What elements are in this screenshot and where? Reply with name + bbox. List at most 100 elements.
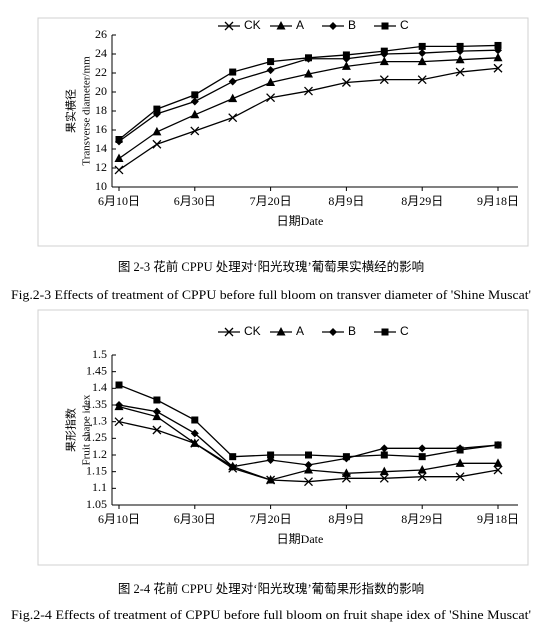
x-tick-label: 6月30日 [174,194,216,208]
data-point [418,453,426,461]
data-point [114,153,124,162]
y-tick-label: 14 [95,141,107,155]
data-point [341,468,351,477]
series-line [118,49,499,142]
x-tick-label: 6月10日 [98,512,140,526]
data-point [190,109,200,119]
data-point [380,47,388,55]
data-point [152,425,162,435]
data-point [115,401,123,409]
data-point [153,105,161,113]
y-tick-label: 26 [95,27,107,41]
data-point [191,416,199,424]
data-point [190,97,199,106]
data-point [380,444,389,453]
legend-label: CK [244,324,261,338]
x-axis-label: 日期Date [277,532,324,546]
data-point [341,61,351,70]
data-point [266,66,275,75]
series-line [118,384,499,458]
caption-cn: 图 2-3 花前 CPPU 处理对‘阳光玫瑰’葡萄果实横经的影响 [118,259,424,274]
data-point [494,41,502,49]
data-point [266,77,276,86]
x-tick-label: 6月30日 [174,512,216,526]
data-point [115,381,123,389]
y-tick-label: 1.25 [86,430,107,444]
data-point [494,441,502,449]
data-point [493,465,503,475]
y-tick-label: 1.45 [86,363,107,377]
figure-frame [37,309,529,566]
data-point [493,63,503,73]
y-tick-label: 1.35 [86,397,107,411]
legend-marker [329,22,337,30]
data-point [267,58,275,66]
data-point [228,462,237,471]
data-point [267,451,275,459]
data-point [153,396,161,404]
data-point [455,54,465,64]
figure-frame [37,17,529,247]
y-tick-label: 1.3 [92,413,107,427]
data-point [418,49,427,58]
legend-marker [224,21,234,31]
legend-marker [381,328,389,336]
legend-label: CK [244,18,261,32]
y-tick-label: 1.05 [86,497,107,511]
y-axis-label: 果实横径 [64,89,78,133]
y-axis-label: Fruit shape idex [81,394,93,465]
x-tick-label: 8月29日 [401,194,443,208]
data-point [114,165,124,175]
legend-marker [381,22,389,30]
data-point [380,451,388,459]
data-point [190,126,200,136]
data-point [229,68,237,76]
y-axis-label: 果形指数 [64,408,78,452]
data-point [379,466,389,476]
data-point [305,54,312,62]
data-point [455,67,465,77]
y-tick-label: 1.1 [92,480,107,494]
x-tick-label: 8月9日 [328,194,364,208]
y-tick-label: 18 [95,103,107,117]
data-point [266,93,276,103]
data-point [493,52,503,62]
legend-label: C [400,18,409,32]
data-point [379,75,389,85]
legend-label: B [348,18,356,32]
data-point [152,126,162,136]
data-point [417,472,427,482]
x-tick-label: 8月29日 [401,512,443,526]
data-point [304,86,313,96]
legend-label: A [296,18,304,32]
y-tick-label: 1.4 [92,380,107,394]
data-point [152,411,162,421]
x-tick-label: 6月10日 [98,194,140,208]
data-point [493,458,503,467]
data-point [115,136,123,143]
data-point [341,78,351,87]
data-point [417,465,427,474]
data-point [228,77,237,86]
data-point [417,75,427,85]
caption-cn: 图 2-4 花前 CPPU 处理对‘阳光玫瑰’葡萄果形指数的影响 [118,581,424,596]
data-point [342,453,350,461]
x-axis-label: 日期Date [277,214,324,228]
data-point [152,407,161,416]
x-tick-label: 9月18日 [477,512,519,526]
x-tick-label: 7月20日 [250,194,292,208]
y-tick-label: 12 [95,160,107,174]
data-point [114,417,124,427]
legend-marker [329,328,337,336]
data-point [417,56,427,66]
data-point [304,461,313,469]
y-axis-label: Transverse diameter/mm [81,56,93,166]
y-tick-label: 22 [95,65,107,79]
data-point [455,472,465,482]
y-tick-label: 20 [95,84,107,98]
data-point [342,51,350,59]
data-point [304,477,313,487]
caption-en: Fig.2-3 Effects of treatment of CPPU bef… [11,288,531,302]
legend-label: B [348,324,356,338]
